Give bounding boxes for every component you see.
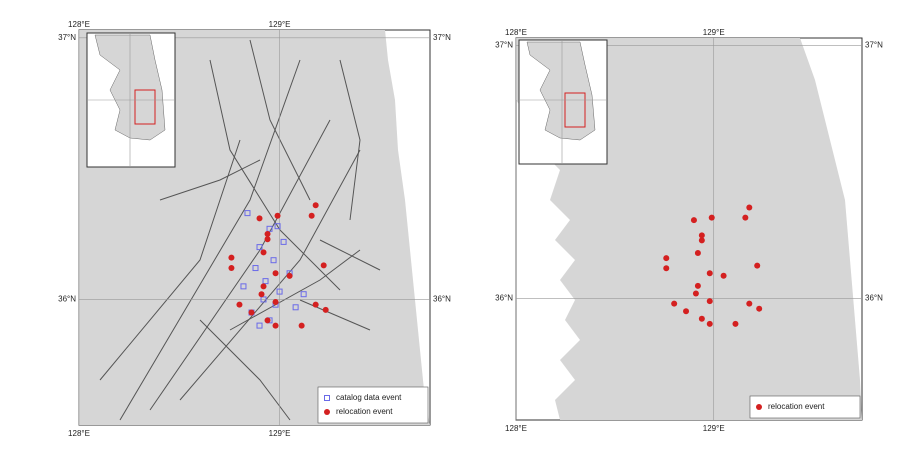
legend-box (317, 386, 429, 424)
y-tick-label: 36°N (495, 294, 513, 303)
legend-label: relocation event (768, 402, 825, 411)
event-marker (754, 262, 761, 269)
y-tick-label: 37°N (865, 41, 883, 50)
event-marker (322, 306, 329, 313)
event-marker (698, 232, 705, 239)
event-marker (286, 272, 293, 279)
event-marker (272, 270, 279, 277)
event-marker (746, 204, 753, 211)
legend-marker (756, 404, 762, 410)
event-marker (280, 238, 287, 245)
event-marker (663, 255, 670, 262)
inset-map (518, 39, 608, 165)
event-marker (690, 217, 697, 224)
x-tick-label: 129°E (269, 20, 291, 29)
event-marker (663, 265, 670, 272)
event-marker (274, 212, 281, 219)
event-marker (746, 300, 753, 307)
event-marker (256, 322, 263, 329)
event-marker (742, 214, 749, 221)
faults (99, 39, 381, 421)
event-marker (248, 309, 255, 316)
legend-label: relocation event (336, 407, 393, 416)
y-tick-label: 36°N (865, 294, 883, 303)
event-marker (698, 237, 705, 244)
x-tick-label: 129°E (269, 429, 291, 438)
event-marker (732, 320, 739, 327)
event-marker (720, 272, 727, 279)
event-marker (228, 265, 235, 272)
event-marker (264, 231, 271, 238)
event-marker (276, 288, 283, 295)
event-marker (244, 210, 251, 217)
event-marker (308, 212, 315, 219)
y-tick-label: 36°N (58, 295, 76, 304)
event-marker (272, 299, 279, 306)
event-marker (694, 250, 701, 257)
event-marker (708, 214, 715, 221)
event-marker (292, 304, 299, 311)
x-tick-label: 128°E (68, 429, 90, 438)
y-tick-label: 37°N (495, 41, 513, 50)
x-tick-label: 129°E (703, 28, 725, 37)
event-marker (258, 291, 265, 298)
event-marker (266, 225, 273, 232)
event-marker (256, 215, 263, 222)
y-tick-label: 37°N (58, 33, 76, 42)
x-tick-label: 128°E (505, 424, 527, 433)
event-marker (256, 244, 263, 251)
event-marker (228, 254, 235, 261)
event-marker (671, 300, 678, 307)
event-marker (694, 282, 701, 289)
event-marker (698, 315, 705, 322)
event-marker (312, 301, 319, 308)
event-marker (298, 322, 305, 329)
y-tick-label: 37°N (433, 33, 451, 42)
event-marker (756, 305, 763, 312)
legend-marker (324, 409, 330, 415)
event-marker (270, 257, 277, 264)
event-marker (272, 322, 279, 329)
event-marker (264, 236, 271, 243)
event-marker (706, 270, 713, 277)
event-marker (274, 223, 281, 230)
event-marker (262, 278, 269, 285)
event-marker (706, 298, 713, 305)
event-marker (252, 265, 259, 272)
x-tick-label: 128°E (68, 20, 90, 29)
legend-box (749, 395, 861, 419)
event-marker (240, 283, 247, 290)
event-marker (260, 296, 267, 303)
event-marker (236, 301, 243, 308)
x-tick-label: 128°E (505, 28, 527, 37)
event-marker (312, 202, 319, 209)
inset-map (86, 32, 176, 168)
event-marker (264, 317, 271, 324)
event-marker (683, 308, 690, 315)
event-marker (320, 262, 327, 269)
legend-label: catalog data event (336, 393, 402, 402)
x-tick-label: 129°E (703, 424, 725, 433)
event-marker (706, 320, 713, 327)
event-marker (260, 283, 267, 290)
event-marker (260, 249, 267, 256)
event-marker (692, 290, 699, 297)
legend-marker (324, 395, 330, 401)
event-marker (300, 291, 307, 298)
y-tick-label: 36°N (433, 295, 451, 304)
